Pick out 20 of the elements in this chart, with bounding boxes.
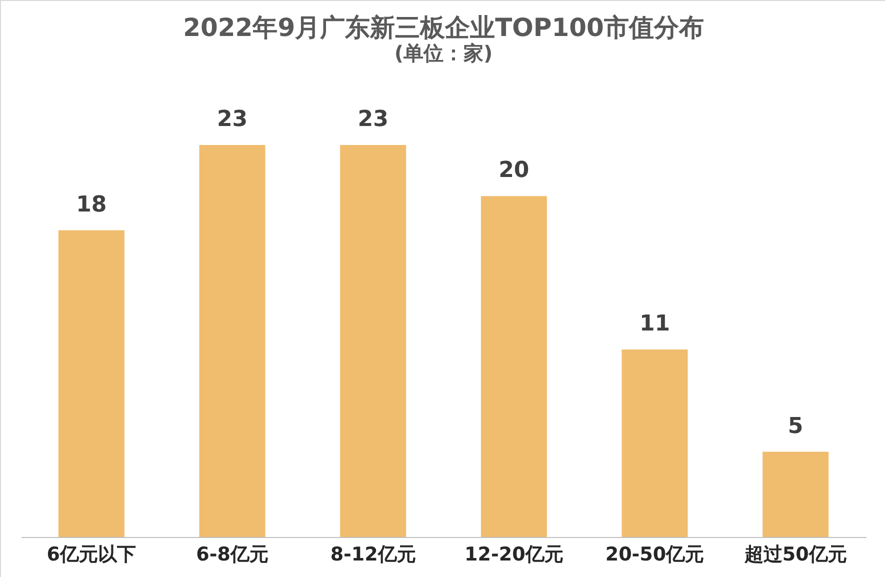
x-tick-label: 6亿元以下 bbox=[46, 544, 136, 566]
x-tick-label: 20-50亿元 bbox=[605, 544, 704, 566]
data-label: 5 bbox=[788, 414, 804, 439]
x-tick-label: 6-8亿元 bbox=[196, 544, 268, 566]
x-tick-label: 8-12亿元 bbox=[330, 544, 416, 566]
data-label: 20 bbox=[498, 158, 530, 184]
bar bbox=[622, 350, 688, 537]
bar bbox=[58, 230, 124, 537]
x-tick-label: 12-20亿元 bbox=[464, 544, 564, 566]
bar bbox=[199, 145, 266, 537]
data-label: 11 bbox=[639, 312, 670, 337]
chart-subtitle: (单位：家) bbox=[394, 41, 493, 66]
bar bbox=[762, 452, 829, 537]
data-label: 18 bbox=[76, 192, 107, 218]
data-label: 23 bbox=[216, 107, 248, 132]
bar bbox=[480, 196, 547, 537]
chart-title: 2022年9月广东新三板企业TOP100市值分布 bbox=[183, 13, 704, 42]
bar bbox=[340, 145, 406, 537]
data-label: 23 bbox=[358, 107, 388, 132]
x-tick-label: 超过50亿元 bbox=[743, 544, 847, 566]
